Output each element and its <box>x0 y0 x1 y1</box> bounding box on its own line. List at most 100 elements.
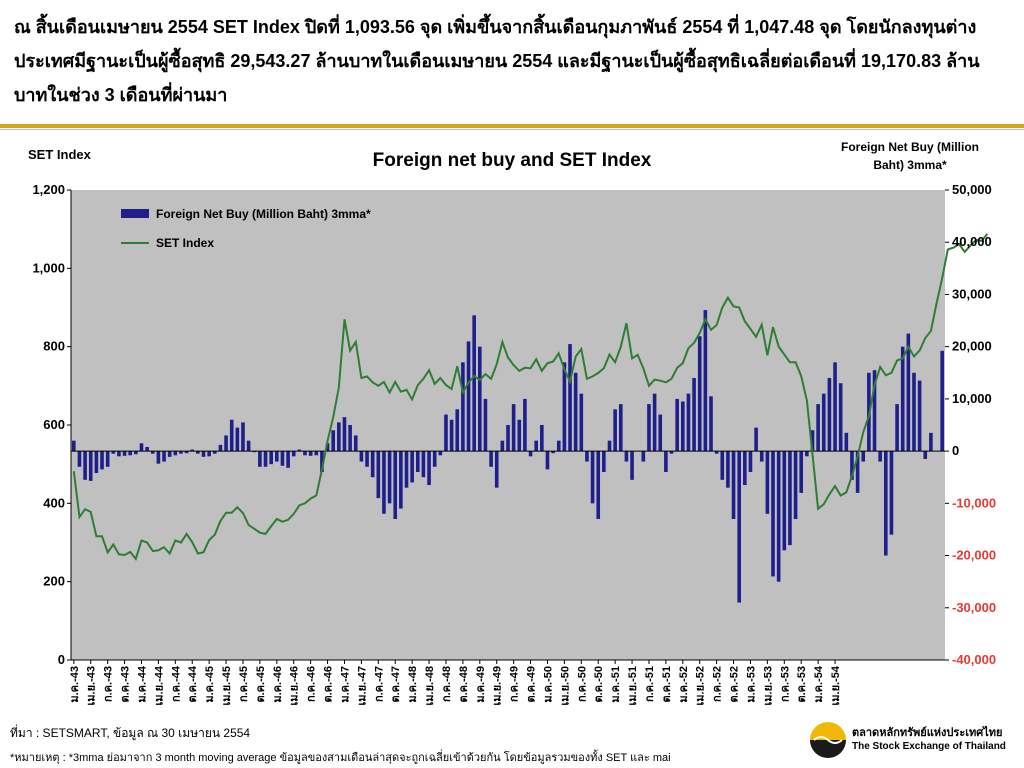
net-buy-bar <box>703 310 708 452</box>
net-buy-bar <box>788 451 792 546</box>
x-tick-label: ต.ค.-49 <box>526 666 538 703</box>
net-buy-bar <box>370 451 375 478</box>
net-buy-bar <box>117 451 121 457</box>
x-tick-label: ก.ค.-45 <box>238 666 250 702</box>
net-buy-bar <box>258 451 262 467</box>
x-tick-label: เม.ย.-48 <box>424 666 436 705</box>
x-tick-label: เม.ย.-47 <box>356 666 368 705</box>
net-buy-bar <box>173 451 178 456</box>
net-buy-bar <box>596 451 601 519</box>
logo-name-th: ตลาดหลักทรัพย์แห่งประเทศไทย <box>852 727 1003 739</box>
net-buy-bar <box>573 372 578 452</box>
net-buy-bar <box>196 451 200 454</box>
net-buy-bar <box>229 419 234 452</box>
x-tick-label: เม.ย.-43 <box>86 666 98 705</box>
net-buy-bar <box>743 451 747 486</box>
x-tick-label: เม.ย.-46 <box>289 666 301 705</box>
net-buy-bar <box>207 451 211 457</box>
net-buy-bar <box>162 451 166 462</box>
net-buy-bar <box>878 451 882 462</box>
left-tick-label: 200 <box>43 574 65 589</box>
headline: ณ สิ้นเดือนเมษายน 2554 SET Index ปิดที่ … <box>14 17 980 105</box>
net-buy-bar <box>782 451 787 551</box>
x-tick-label: ต.ค.-44 <box>187 665 199 702</box>
net-buy-bar <box>850 451 854 480</box>
logo-name-en: The Stock Exchange of Thailand <box>852 741 1006 752</box>
net-buy-bar <box>652 393 657 452</box>
net-buy-bar <box>212 451 217 454</box>
net-buy-bar <box>872 370 877 452</box>
net-buy-bar <box>427 451 431 486</box>
net-buy-bar <box>545 451 550 470</box>
net-buy-bar <box>83 451 87 480</box>
net-buy-bar <box>624 451 629 462</box>
net-buy-bar <box>692 378 696 452</box>
set-logo: ตลาดหลักทรัพย์แห่งประเทศไทย The Stock Ex… <box>808 718 1018 764</box>
net-buy-bar <box>833 362 837 452</box>
net-buy-bar <box>506 425 510 452</box>
net-buy-bar <box>523 398 527 452</box>
net-buy-bar <box>568 344 572 452</box>
net-buy-bar <box>150 451 155 454</box>
left-tick-label: 400 <box>43 495 65 510</box>
net-buy-bar <box>88 451 93 481</box>
right-tick-label: 20,000 <box>952 339 992 354</box>
right-tick-label: 50,000 <box>952 182 992 197</box>
x-tick-label: ต.ค.-48 <box>458 666 470 703</box>
x-tick-label: ต.ค.-46 <box>323 666 335 703</box>
net-buy-bar <box>280 451 285 466</box>
x-tick-label: ก.ค.-51 <box>644 666 656 702</box>
x-tick-label: ม.ค.-52 <box>678 666 690 703</box>
net-buy-bar <box>726 451 730 488</box>
x-tick-label: ม.ค.-46 <box>272 666 284 703</box>
net-buy-bar <box>235 427 240 452</box>
net-buy-bar <box>359 451 364 462</box>
net-buy-bar <box>816 404 820 452</box>
right-tick-label: -40,000 <box>952 652 996 667</box>
net-buy-bar <box>917 380 922 452</box>
net-buy-bar <box>647 404 651 452</box>
right-axis-label-line1: Foreign Net Buy (Million <box>841 140 979 154</box>
net-buy-bar <box>737 451 741 603</box>
net-buy-bar <box>478 346 482 452</box>
net-buy-bar <box>883 451 888 556</box>
net-buy-bar <box>585 451 589 462</box>
net-buy-bar <box>675 398 679 452</box>
x-tick-label: เม.ย.-52 <box>695 666 707 705</box>
net-buy-bar <box>269 451 273 465</box>
net-buy-bar <box>664 451 668 472</box>
x-tick-label: ม.ค.-54 <box>813 665 825 703</box>
net-buy-bar <box>556 440 561 452</box>
net-buy-bar <box>855 451 860 493</box>
x-tick-label: ต.ค.-50 <box>593 666 605 703</box>
accent-rule <box>0 124 1024 128</box>
net-buy-bar <box>771 451 775 577</box>
net-buy-bar <box>799 451 804 493</box>
x-tick-label: ก.ค.-43 <box>103 666 115 702</box>
net-buy-bar <box>686 393 691 452</box>
net-buy-bar <box>263 451 268 467</box>
set-logo-mark <box>810 722 846 758</box>
net-buy-bar <box>94 451 99 474</box>
x-tick-label: ก.ค.-48 <box>441 666 453 702</box>
x-tick-label: ก.ค.-49 <box>509 666 521 702</box>
net-buy-bar <box>134 451 138 455</box>
source-note: ที่มา : SETSMART, ข้อมูล ณ 30 เมษายน 255… <box>10 726 251 740</box>
net-buy-bar <box>681 401 685 452</box>
net-buy-bar <box>511 404 516 452</box>
x-tick-label: เม.ย.-54 <box>830 665 842 705</box>
net-buy-bar <box>528 451 533 457</box>
net-buy-bar <box>697 336 702 452</box>
x-tick-label: ต.ค.-51 <box>661 666 673 703</box>
net-buy-bar <box>449 419 454 452</box>
net-buy-bar <box>517 419 522 452</box>
net-buy-bar <box>579 393 584 452</box>
net-buy-bar <box>590 451 595 504</box>
x-tick-label: ม.ค.-43 <box>69 666 81 703</box>
net-buy-bar <box>275 451 279 462</box>
net-buy-bar <box>421 451 426 478</box>
net-buy-bar <box>399 451 403 509</box>
net-buy-bar <box>500 440 505 452</box>
x-tick-label: ม.ค.-49 <box>475 666 487 703</box>
x-tick-label: ต.ค.-53 <box>796 666 808 703</box>
